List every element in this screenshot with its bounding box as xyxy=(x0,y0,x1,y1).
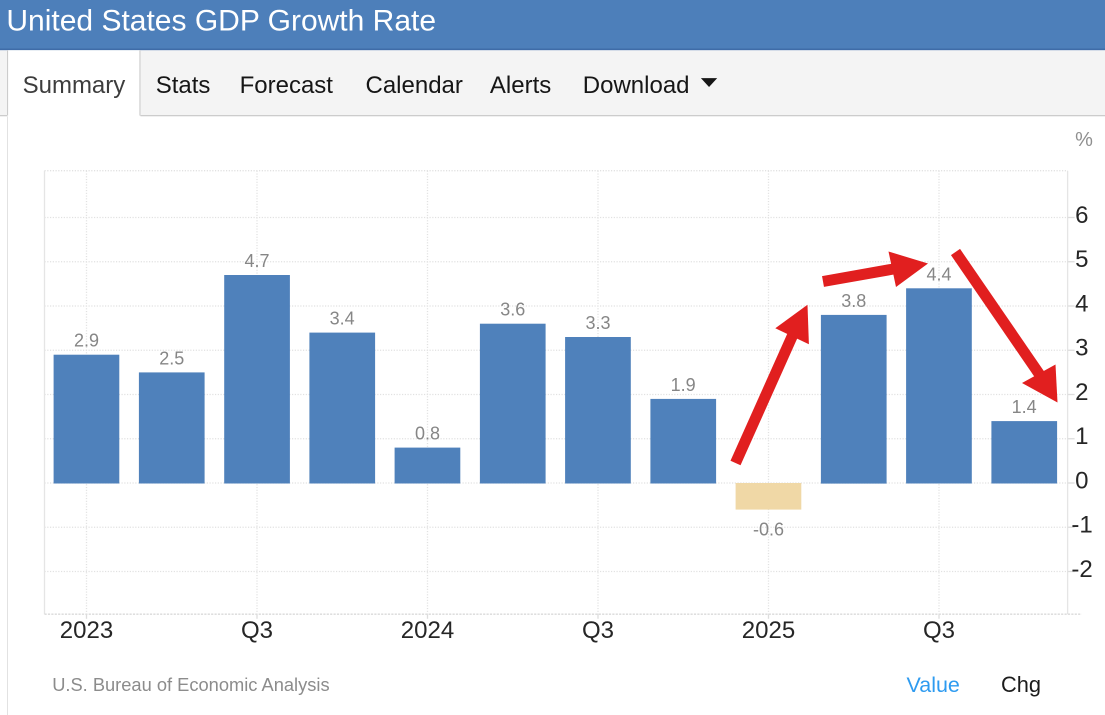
svg-text:4: 4 xyxy=(1075,290,1088,317)
svg-text:U.S. Bureau of Economic Analys: U.S. Bureau of Economic Analysis xyxy=(52,674,329,695)
svg-text:1.4: 1.4 xyxy=(1012,397,1037,417)
svg-text:Q3: Q3 xyxy=(923,617,955,644)
svg-text:Alerts: Alerts xyxy=(490,72,551,99)
svg-text:2023: 2023 xyxy=(60,617,113,644)
svg-text:United States GDP Growth Rate: United States GDP Growth Rate xyxy=(6,5,436,38)
svg-text:Value: Value xyxy=(907,673,960,697)
svg-text:2.9: 2.9 xyxy=(74,331,99,351)
svg-text:3.3: 3.3 xyxy=(585,313,610,333)
svg-text:2024: 2024 xyxy=(401,617,454,644)
svg-text:2025: 2025 xyxy=(742,617,795,644)
svg-text:Calendar: Calendar xyxy=(366,72,463,99)
svg-text:3: 3 xyxy=(1075,335,1088,362)
svg-text:2.5: 2.5 xyxy=(159,348,184,368)
svg-text:-2: -2 xyxy=(1071,556,1092,583)
svg-text:Stats: Stats xyxy=(156,72,211,99)
svg-text:-0.6: -0.6 xyxy=(753,520,784,540)
svg-text:3.4: 3.4 xyxy=(330,309,355,329)
svg-text:1: 1 xyxy=(1075,423,1088,450)
svg-text:5: 5 xyxy=(1075,246,1088,273)
svg-text:Download: Download xyxy=(583,72,690,99)
svg-text:Summary: Summary xyxy=(23,72,126,99)
svg-text:4.4: 4.4 xyxy=(926,264,951,284)
svg-text:0.8: 0.8 xyxy=(415,424,440,444)
svg-text:%: % xyxy=(1075,129,1093,151)
svg-text:0: 0 xyxy=(1075,467,1088,494)
svg-text:1.9: 1.9 xyxy=(671,375,696,395)
svg-text:3.8: 3.8 xyxy=(841,291,866,311)
svg-text:Chg: Chg xyxy=(1001,672,1041,697)
svg-text:Q3: Q3 xyxy=(241,617,273,644)
svg-text:3.6: 3.6 xyxy=(500,300,525,320)
svg-text:Q3: Q3 xyxy=(582,617,614,644)
svg-text:2: 2 xyxy=(1075,379,1088,406)
svg-text:6: 6 xyxy=(1075,202,1088,229)
svg-text:4.7: 4.7 xyxy=(244,251,269,271)
svg-text:-1: -1 xyxy=(1071,512,1092,539)
svg-text:Forecast: Forecast xyxy=(240,72,334,99)
